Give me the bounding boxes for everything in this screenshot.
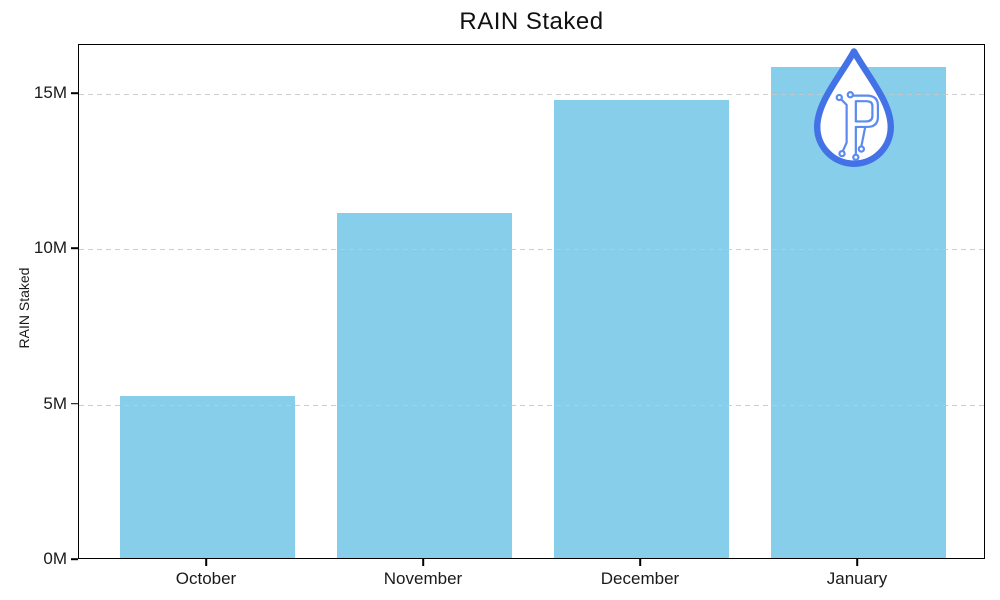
bar-november (336, 213, 512, 558)
x-tick-mark (205, 559, 207, 566)
x-tick-label-december: December (600, 569, 680, 588)
gridlines-layer (79, 45, 984, 558)
y-tick-mark (71, 558, 78, 560)
x-tick-label-november: November (383, 569, 463, 588)
y-tick-mark (71, 247, 78, 250)
circuit-p-icon (835, 91, 880, 161)
x-tick-mark (422, 559, 424, 566)
x-tick-mark (639, 559, 641, 566)
bar-december (553, 99, 729, 558)
gridline-5M (79, 404, 984, 406)
y-tick-label-5M: 5M (43, 393, 67, 413)
plot-area (78, 44, 985, 559)
bar-october (119, 396, 295, 558)
y-tick-mark (71, 92, 78, 94)
x-tick-label-october: October (175, 569, 237, 588)
x-tick-label-january: January (826, 569, 888, 588)
chart-title: RAIN Staked (459, 8, 604, 35)
gridline-15M (79, 94, 984, 96)
droplet-icon (813, 48, 895, 167)
y-tick-mark (71, 402, 78, 405)
rain-droplet-logo (813, 48, 895, 167)
gridline-10M (79, 249, 984, 251)
y-tick-label-15M: 15M (33, 83, 67, 103)
x-tick-mark (856, 559, 858, 566)
y-tick-label-10M: 10M (33, 238, 67, 258)
y-axis-label: RAIN Staked (16, 267, 32, 349)
y-tick-label-0M: 0M (43, 549, 67, 568)
